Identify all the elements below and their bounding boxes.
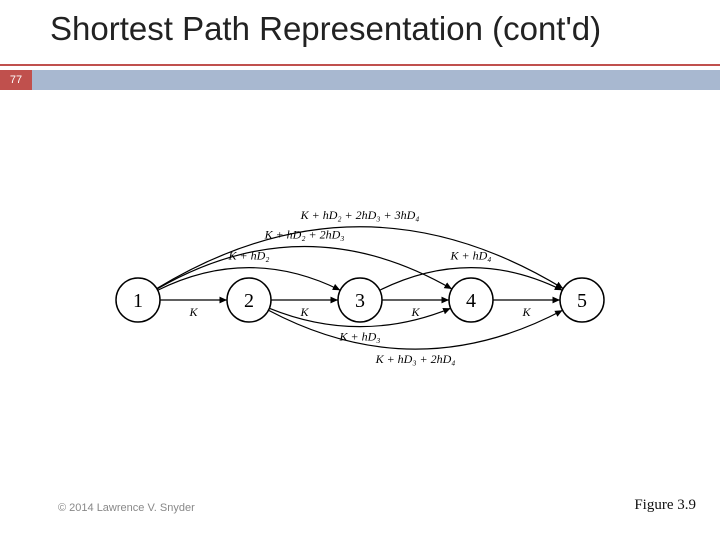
edge-label: K: [410, 305, 420, 319]
edge-label: K + hD₃ + 2hD₄: [375, 352, 456, 366]
slide-number-badge: 77: [0, 70, 32, 90]
graph-edge: [157, 247, 452, 290]
shortest-path-diagram: KKKKK + hD₂K + hD₂ + 2hD₃K + hD₂ + 2hD₃ …: [90, 130, 630, 410]
edge-label: K: [188, 305, 198, 319]
edge-label: K + hD₃: [339, 330, 381, 344]
header-bar: [0, 70, 720, 90]
edge-label: K + hD₄: [450, 249, 492, 263]
graph-node-label: 1: [133, 290, 143, 312]
figure-number: Figure 3.9: [634, 497, 696, 514]
page-title: Shortest Path Representation (cont'd): [50, 10, 700, 48]
edge-label: K: [521, 305, 531, 319]
graph-node-label: 5: [577, 290, 587, 312]
copyright-text: © 2014 Lawrence V. Snyder: [58, 502, 195, 514]
edge-label: K + hD₂ + 2hD₃ + 3hD₄: [300, 208, 420, 222]
edge-label: K: [299, 305, 309, 319]
edge-label: K + hD₂ + 2hD₃: [264, 228, 345, 242]
title-underline: [0, 64, 720, 66]
graph-node-label: 3: [355, 290, 365, 312]
graph-node-label: 4: [466, 290, 476, 312]
graph-node-label: 2: [244, 290, 254, 312]
